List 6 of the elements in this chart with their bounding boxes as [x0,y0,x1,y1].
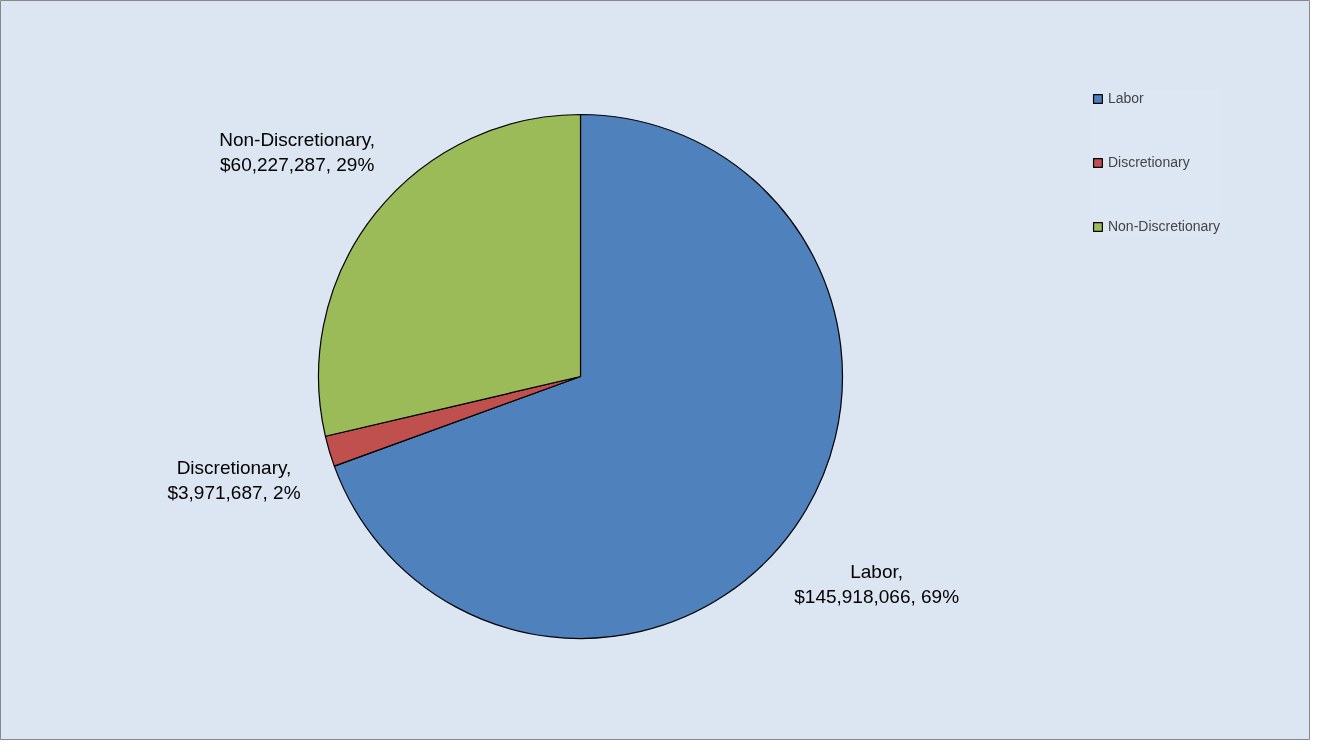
data-label: Non-Discretionary, $60,227,287, 29% [219,128,376,175]
legend-label: Labor [1107,90,1144,106]
data-label: Discretionary, $3,971,687, 2% [167,456,301,503]
legend-label: Discretionary [1107,154,1190,170]
legend-label: Non-Discretionary [1107,218,1220,234]
data-label: Labor, $145,918,066, 69% [794,560,960,607]
